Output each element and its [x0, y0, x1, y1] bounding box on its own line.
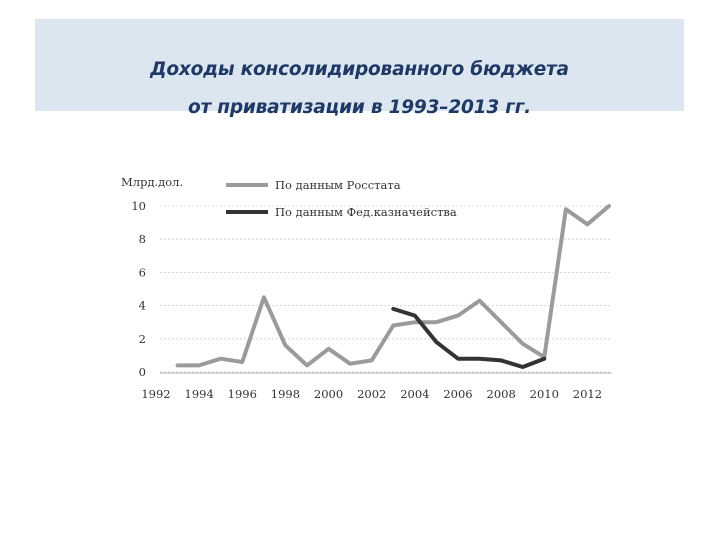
y-tick-label: 10: [131, 199, 146, 213]
series-0-point: [348, 362, 352, 365]
series-1-point: [499, 359, 503, 362]
legend-label-1: По данным Фед.казначейства: [275, 205, 457, 219]
legend-layer: По данным Росстата По данным Фед.казначей…: [226, 178, 457, 219]
series-0-point: [327, 347, 330, 350]
series-line-1: [391, 306, 547, 369]
series-1-point: [413, 314, 417, 317]
chart-title-line-1: Доходы консолидированного бюджета: [150, 59, 569, 80]
series-0-point: [241, 360, 244, 364]
series-1-point: [392, 307, 395, 311]
series-0-point: [521, 342, 524, 345]
series-1-point: [478, 357, 481, 360]
series-0-point: [305, 364, 309, 367]
series-0-point: [456, 314, 460, 317]
series-1-point: [435, 340, 438, 344]
y-tick-label: 6: [139, 265, 146, 279]
series-0-point: [219, 357, 222, 360]
axis-layer: 0 2 4 6 8 10 1992 1994 1996 1998 2000 2002 2004 2006 2…: [121, 175, 612, 401]
series-0-point: [435, 321, 438, 324]
series-0-point: [262, 296, 266, 299]
x-tick-label: 2004: [400, 387, 429, 401]
x-tick-label: 2000: [314, 387, 343, 401]
series-0-point: [499, 321, 503, 324]
x-tick-label: 2012: [573, 387, 602, 401]
series-0-point: [586, 223, 589, 226]
x-tick-label: 2010: [530, 387, 559, 401]
series-1-point: [521, 365, 524, 369]
y-tick-label: 4: [139, 299, 146, 313]
series-1-point: [543, 357, 546, 360]
y-tick-label: 8: [139, 232, 146, 246]
series-0-point: [478, 299, 481, 302]
x-tick-label: 1996: [228, 387, 257, 401]
x-tick-label: 1998: [271, 387, 300, 401]
chart-title-line-2: от приватизации в 1993–2013 гг.: [187, 97, 532, 118]
grid-layer: [160, 205, 612, 373]
series-0-point: [197, 364, 201, 367]
series-0-point: [564, 208, 568, 211]
x-tick-label: 2008: [487, 387, 516, 401]
series-0-point: [607, 204, 611, 208]
title-box: Доходы консолидированного бюджета от при…: [35, 19, 684, 118]
y-axis-label: Млрд.дол.: [121, 175, 183, 189]
series-0-point: [413, 321, 417, 324]
series-1-point: [456, 357, 460, 360]
series-line-0: [175, 204, 611, 368]
y-tick-label: 2: [139, 332, 146, 346]
series-0-point: [176, 364, 179, 367]
x-tick-label: 1992: [141, 387, 170, 401]
series-0-point: [284, 344, 287, 347]
series-layer: [175, 204, 611, 369]
x-tick-label: 1994: [185, 387, 214, 401]
series-0-point: [370, 359, 373, 362]
y-tick-label: 0: [139, 365, 146, 379]
x-tick-label: 2002: [357, 387, 386, 401]
x-tick-label: 2006: [443, 387, 472, 401]
legend-label-0: По данным Росстата: [275, 178, 401, 192]
series-0-point: [392, 324, 395, 327]
